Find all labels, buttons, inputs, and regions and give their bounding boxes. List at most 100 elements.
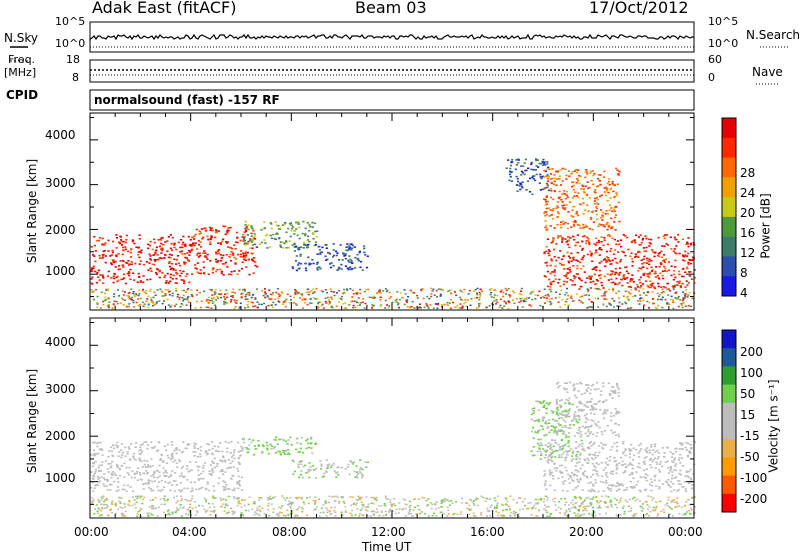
heatmap-cell <box>676 490 679 492</box>
heatmap-cell <box>427 307 430 309</box>
heatmap-cell <box>132 457 135 460</box>
heatmap-cell <box>550 297 553 300</box>
heatmap-cell <box>137 251 140 253</box>
heatmap-cell <box>564 303 567 306</box>
heatmap-cell <box>303 302 306 304</box>
heatmap-cell <box>440 502 443 505</box>
heatmap-cell <box>645 262 648 264</box>
heatmap-cell <box>579 402 582 405</box>
heatmap-cell <box>640 267 643 270</box>
heatmap-cell <box>410 305 413 308</box>
heatmap-cell <box>559 262 562 265</box>
heatmap-cell <box>365 496 368 498</box>
heatmap-cell <box>511 290 514 292</box>
heatmap-cell <box>566 391 569 393</box>
heatmap-cell <box>146 466 149 468</box>
heatmap-cell <box>183 475 186 478</box>
heatmap-cell <box>666 288 669 291</box>
heatmap-cell <box>537 498 540 501</box>
heatmap-cell <box>670 490 673 493</box>
heatmap-cell <box>110 254 113 256</box>
heatmap-cell <box>556 178 559 180</box>
heatmap-cell <box>117 455 120 457</box>
heatmap-cell <box>573 435 576 437</box>
heatmap-cell <box>648 307 650 309</box>
heatmap-cell <box>267 296 270 299</box>
heatmap-cell <box>655 307 658 309</box>
heatmap-cell <box>185 257 188 259</box>
heatmap-cell <box>247 451 250 453</box>
heatmap-cell <box>585 425 588 428</box>
heatmap-cell <box>107 270 110 273</box>
heatmap-cell <box>218 249 221 251</box>
heatmap-cell <box>689 444 692 446</box>
heatmap-cell <box>272 233 275 236</box>
heatmap-cell <box>242 233 245 236</box>
heatmap-cell <box>616 305 619 307</box>
heatmap-cell <box>557 381 560 384</box>
heatmap-cell <box>521 172 524 174</box>
heatmap-cell <box>297 451 300 453</box>
heatmap-cell <box>197 474 200 476</box>
heatmap-cell <box>390 514 393 516</box>
heatmap-cell <box>560 508 562 510</box>
heatmap-cell <box>93 487 96 489</box>
heatmap-cell <box>558 417 561 420</box>
heatmap-cell <box>335 305 338 307</box>
heatmap-cell <box>359 266 362 269</box>
heatmap-cell <box>376 508 378 510</box>
heatmap-cell <box>560 289 563 292</box>
heatmap-cell <box>123 488 126 491</box>
heatmap-cell <box>667 483 670 486</box>
heatmap-cell <box>655 461 658 463</box>
heatmap-cell <box>592 453 595 456</box>
heatmap-cell <box>270 298 273 300</box>
heatmap-cell <box>388 305 391 307</box>
heatmap-cell <box>590 179 593 182</box>
heatmap-cell <box>600 236 603 238</box>
heatmap-cell <box>269 443 272 446</box>
heatmap-cell <box>574 507 577 509</box>
heatmap-cell <box>510 180 513 182</box>
heatmap-cell <box>554 504 557 506</box>
heatmap-cell <box>489 294 492 296</box>
heatmap-cell <box>92 265 95 268</box>
heatmap-cell <box>350 260 353 262</box>
heatmap-cell <box>607 191 610 194</box>
heatmap-cell <box>245 230 248 233</box>
heatmap-cell <box>611 470 615 473</box>
heatmap-cell <box>234 292 236 294</box>
heatmap-cell <box>121 278 124 280</box>
heatmap-cell <box>202 261 205 263</box>
heatmap-cell <box>616 515 619 517</box>
heatmap-cell <box>647 495 650 497</box>
heatmap-cell <box>223 488 226 490</box>
heatmap-cell <box>119 502 122 505</box>
heatmap-cell <box>269 234 272 237</box>
heatmap-cell <box>654 457 657 460</box>
heatmap-cell <box>147 481 150 484</box>
heatmap-cell <box>341 259 344 261</box>
heatmap-cell <box>665 243 668 245</box>
heatmap-cell <box>147 243 150 246</box>
heatmap-cell <box>690 497 693 499</box>
heatmap-cell <box>358 250 361 253</box>
heatmap-cell <box>243 237 246 240</box>
heatmap-cell <box>187 260 191 262</box>
heatmap-cell <box>231 296 234 299</box>
heatmap-cell <box>359 509 362 511</box>
heatmap-cell <box>154 294 157 296</box>
heatmap-cell <box>142 305 145 307</box>
heatmap-cell <box>442 513 445 515</box>
heatmap-cell <box>658 255 661 258</box>
heatmap-cell <box>173 246 176 249</box>
heatmap-cell <box>618 411 621 413</box>
heatmap-cell <box>435 508 437 510</box>
heatmap-cell <box>155 450 159 452</box>
heatmap-cell <box>609 302 612 305</box>
heatmap-cell <box>305 439 308 442</box>
heatmap-cell <box>210 289 213 292</box>
heatmap-cell <box>166 272 169 275</box>
heatmap-cell <box>350 504 353 507</box>
heatmap-cell <box>359 466 362 469</box>
